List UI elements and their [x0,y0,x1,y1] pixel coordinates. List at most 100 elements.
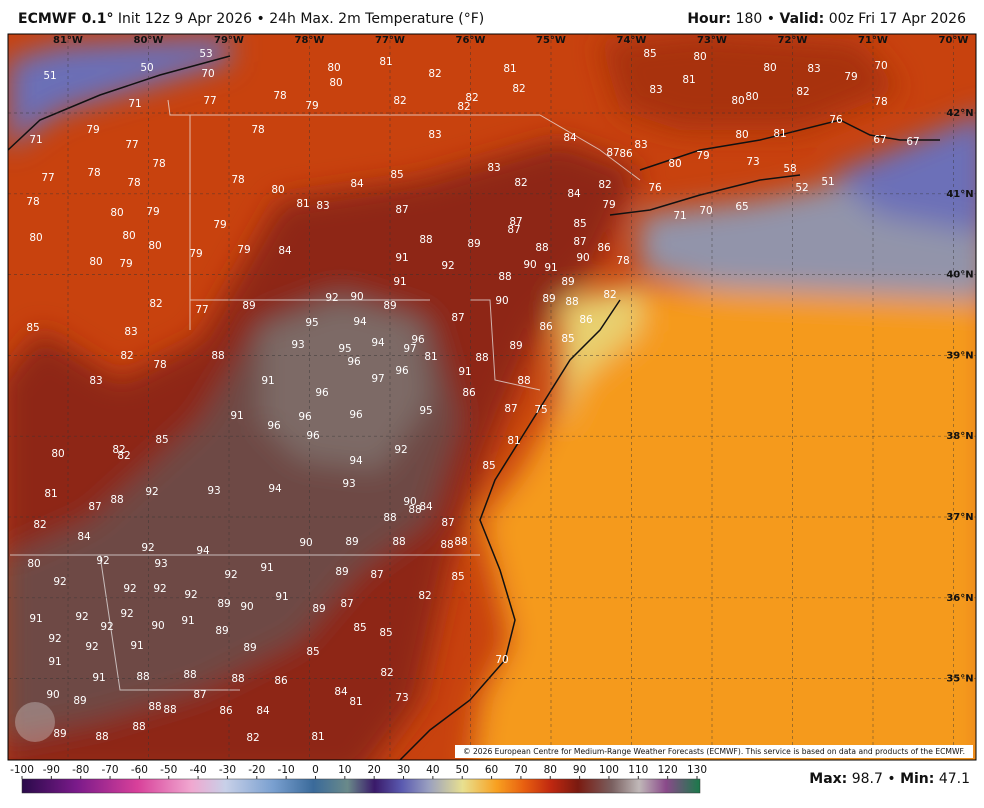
colorbar-tick-label: 30 [397,764,410,776]
temperature-label: 87 [88,501,101,513]
temperature-label: 89 [335,566,348,578]
temperature-label: 91 [395,252,408,264]
temperature-label: 92 [145,486,158,498]
temperature-label: 91 [261,375,274,387]
temperature-label: 78 [26,196,39,208]
temperature-label: 89 [243,642,256,654]
colorbar [21,778,701,794]
temperature-label: 78 [127,177,140,189]
temperature-label: 91 [544,262,557,274]
temperature-label: 80 [271,184,284,196]
temperature-label: 71 [128,98,141,110]
temperature-label: 84 [567,188,581,200]
latitude-label: 41°N [946,189,973,200]
colorbar-tick-label: -40 [190,764,207,776]
temperature-label: 80 [29,232,42,244]
temperature-label: 92 [441,260,454,272]
temperature-label: 82 [418,590,431,602]
temperature-label: 88 [136,671,149,683]
temperature-label: 51 [43,70,56,82]
temperature-label: 85 [26,322,39,334]
temperature-label: 79 [602,199,615,211]
colorbar-tick-label: 130 [687,764,707,776]
temperature-label: 84 [278,245,292,257]
temperature-label: 81 [503,63,516,75]
colorbar-tick-label: 10 [338,764,351,776]
longitude-label: 72°W [778,35,808,46]
temperature-label: 65 [735,201,748,213]
longitude-label: 73°W [697,35,727,46]
temperature-label: 96 [267,420,281,432]
temperature-label: 83 [649,84,662,96]
temperature-label: 87 [441,517,454,529]
temperature-label: 89 [561,276,574,288]
temperature-label: 87 [606,147,619,159]
temperature-label: 92 [394,444,407,456]
temperature-label: 92 [325,292,338,304]
min-label: Min: [900,771,934,787]
temperature-label: 93 [154,558,167,570]
temperature-label: 84 [256,705,270,717]
temperature-label: 97 [403,343,416,355]
temperature-label: 89 [312,603,325,615]
temperature-label: 91 [260,562,273,574]
valid-label: Valid: [780,11,825,27]
temperature-label: 91 [29,613,42,625]
temperature-label: 80 [731,95,744,107]
colorbar-tick-label: 50 [456,764,469,776]
colorbar-tick-label: 110 [628,764,648,776]
temperature-label: 95 [338,343,351,355]
temperature-label: 67 [906,136,919,148]
temperature-label: 87 [507,224,520,236]
temperature-label: 81 [296,198,309,210]
temperature-label: 78 [87,167,100,179]
temperature-label: 91 [458,366,471,378]
temperature-label: 92 [53,576,66,588]
temperature-label: 82 [428,68,441,80]
temperature-label: 92 [75,611,88,623]
temperature-label: 96 [349,409,363,421]
temperature-label: 78 [273,90,286,102]
temperature-label: 79 [86,124,99,136]
temperature-label: 90 [523,259,536,271]
latitude-label: 39°N [946,350,973,361]
temperature-label: 91 [181,615,194,627]
temperature-label: 96 [411,334,425,346]
temperature-label: 81 [773,128,786,140]
colorbar-tick-label: -90 [43,764,60,776]
temperature-label: 85 [306,646,319,658]
temperature-label: 94 [349,455,363,467]
temperature-label: 78 [231,174,244,186]
temperature-label: 90 [240,601,253,613]
temperature-label: 89 [383,300,396,312]
temperature-label: 81 [349,696,362,708]
temperature-label: 73 [746,156,759,168]
valid-time: Hour: 180 • Valid: 00z Fri 17 Apr 2026 [687,11,966,27]
temperature-label: 78 [874,96,887,108]
temperature-label: 84 [419,501,433,513]
temperature-label: 96 [306,430,320,442]
temperature-label: 82 [465,92,478,104]
temperature-label: 92 [48,633,61,645]
temperature-label: 77 [41,172,54,184]
separator: • [767,11,775,27]
temperature-label: 88 [231,673,244,685]
temperature-label: 82 [603,289,616,301]
colorbar-tick-label: -80 [72,764,89,776]
colorbar-tick-label: -70 [101,764,118,776]
longitude-label: 80°W [134,35,164,46]
temperature-label: 89 [242,300,255,312]
temperature-label: 85 [643,48,656,60]
temperature-label: 80 [693,51,706,63]
temperature-label: 88 [211,350,224,362]
temperature-label: 50 [140,62,153,74]
temperature-label: 71 [673,210,686,222]
temperature-label: 91 [92,672,105,684]
temperature-label: 87 [193,689,206,701]
temperature-label: 76 [648,182,662,194]
temperature-label: 90 [350,291,363,303]
max-label: Max: [809,771,847,787]
temperature-label: 94 [268,483,282,495]
